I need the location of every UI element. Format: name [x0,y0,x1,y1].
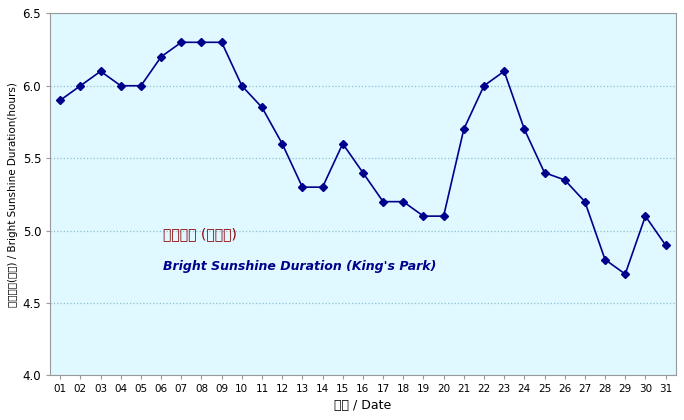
X-axis label: 日期 / Date: 日期 / Date [334,399,391,412]
Y-axis label: 平均日照(小時) / Bright Sunshine Duration(hours): 平均日照(小時) / Bright Sunshine Duration(hour… [8,82,18,307]
Text: 平均日照 (京士柏): 平均日照 (京士柏) [163,227,237,241]
Text: Bright Sunshine Duration (King's Park): Bright Sunshine Duration (King's Park) [163,260,436,273]
